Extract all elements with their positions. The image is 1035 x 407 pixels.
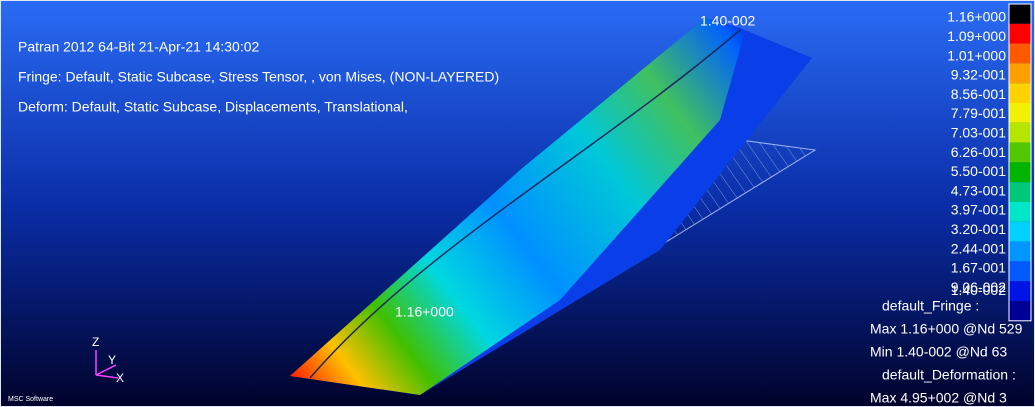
legend-label: 1.40-002 (951, 282, 1006, 298)
legend-swatch (1009, 261, 1031, 281)
legend-swatch (1009, 182, 1031, 202)
legend-swatch (1009, 242, 1031, 262)
logo: MSC Software (8, 396, 53, 403)
legend: 1.16+000 1.09+000 1.01+000 9.32-001 8.56-001… (947, 4, 1031, 321)
legend-label: 1.67-001 (951, 260, 1006, 276)
legend-swatch (1009, 103, 1031, 123)
legend-swatch (1009, 162, 1031, 182)
legend-swatch (1009, 44, 1031, 64)
legend-label: 8.56-001 (951, 86, 1006, 102)
legend-swatch (1009, 63, 1031, 83)
header-line: Patran 2012 64-Bit 21-Apr-21 14:30:02 (18, 39, 259, 55)
viewport: 1.16+000 1.09+000 1.01+000 9.32-001 8.56-001… (0, 0, 1035, 407)
legend-label: 9.32-001 (951, 67, 1006, 83)
triad-x: X (116, 371, 124, 385)
legend-swatch (1009, 202, 1031, 222)
legend-swatch (1009, 24, 1031, 44)
footer-line: default_Fringe : (882, 298, 979, 314)
legend-label: 6.26-001 (951, 144, 1006, 160)
triad-y: Y (108, 353, 116, 367)
legend-swatch (1009, 83, 1031, 103)
legend-label: 4.73-001 (951, 182, 1006, 198)
legend-label: 7.79-001 (951, 105, 1006, 121)
header-line: Deform: Default, Static Subcase, Displac… (18, 99, 408, 115)
header-line: Fringe: Default, Static Subcase, Stress … (18, 69, 499, 85)
legend-label: 1.01+000 (947, 47, 1006, 63)
legend-label: 2.44-001 (951, 240, 1006, 256)
page: 1.16+000 1.09+000 1.01+000 9.32-001 8.56-001… (0, 0, 1035, 407)
legend-swatch (1009, 222, 1031, 242)
legend-label: 5.50-001 (951, 163, 1006, 179)
footer-line: Max 1.16+000 @Nd 529 (870, 321, 1023, 337)
legend-label: 7.03-001 (951, 125, 1006, 141)
legend-label: 1.09+000 (947, 28, 1006, 44)
legend-label: 3.97-001 (951, 202, 1006, 218)
tip-annotation: 1.40-002 (700, 13, 755, 29)
legend-swatch (1009, 4, 1031, 24)
legend-label: 3.20-001 (951, 221, 1006, 237)
legend-swatch (1009, 301, 1031, 321)
footer-line: default_Deformation : (882, 367, 1016, 383)
footer-line: Max 4.95+002 @Nd 3 (870, 390, 1007, 406)
triad-z: Z (92, 335, 99, 349)
root-annotation: 1.16+000 (395, 304, 454, 320)
legend-swatch (1009, 143, 1031, 163)
legend-label: 1.16+000 (947, 9, 1006, 25)
legend-swatch (1009, 123, 1031, 143)
footer-line: Min 1.40-002 @Nd 63 (870, 344, 1007, 360)
legend-swatch (1009, 281, 1031, 301)
